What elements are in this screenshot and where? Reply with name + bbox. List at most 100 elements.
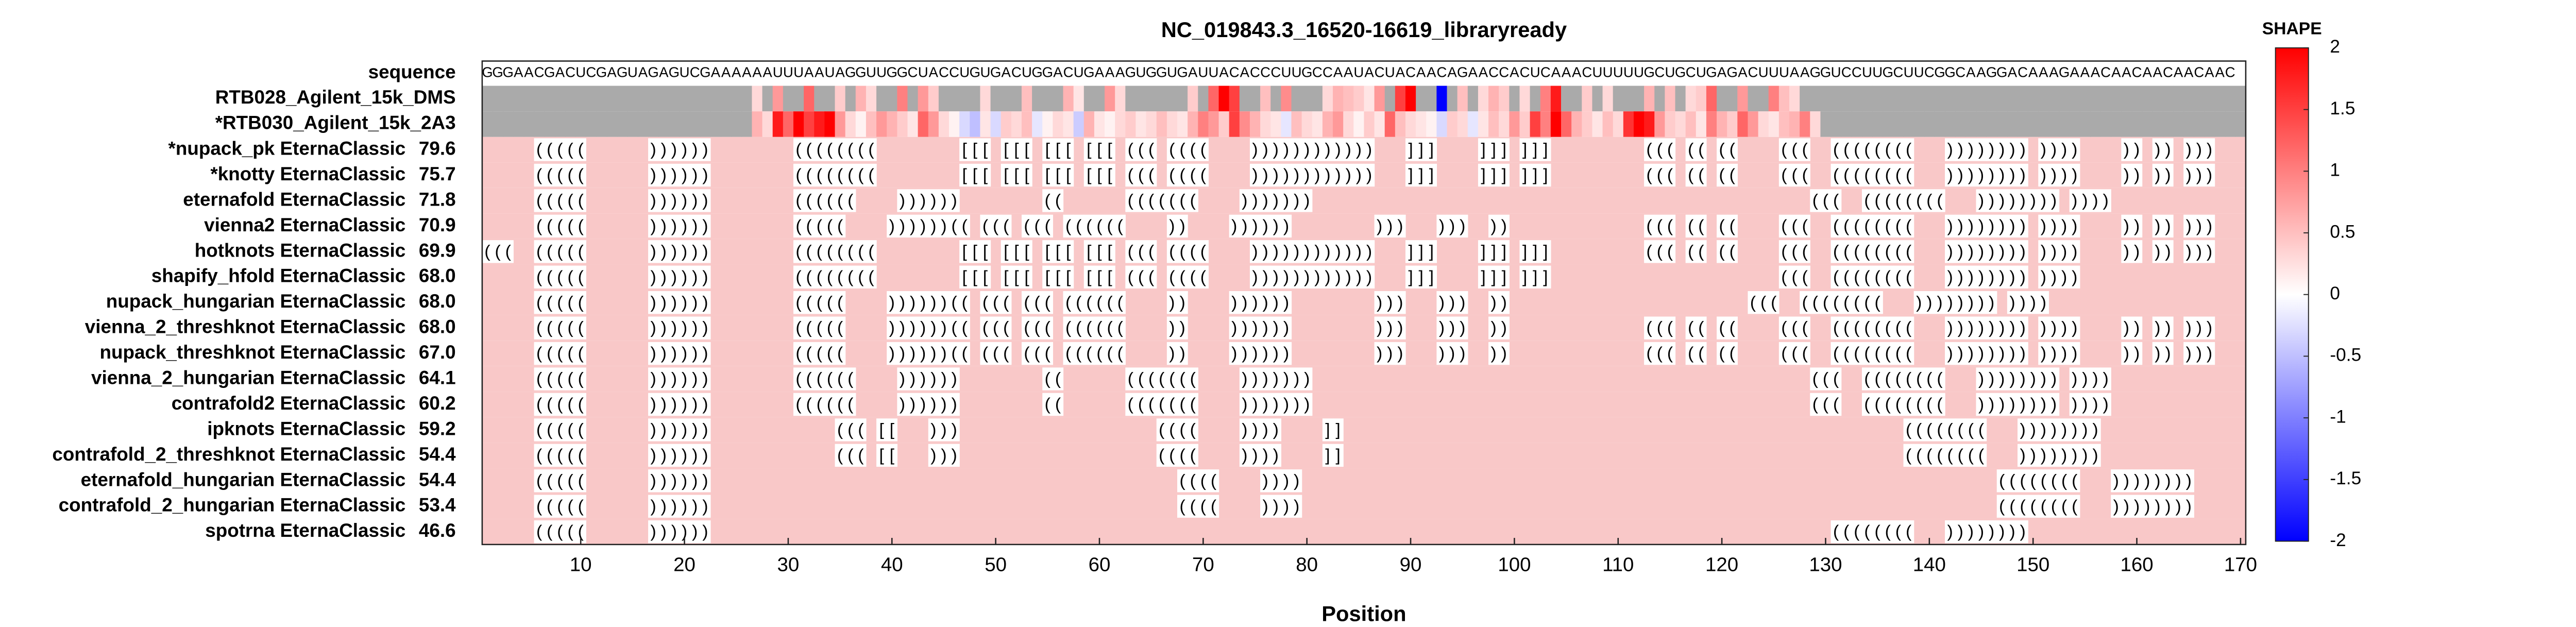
structure-char: . [723,471,728,490]
structure-char: . [1917,471,1921,490]
structure-char: . [1429,471,1434,490]
structure-char: . [495,497,500,516]
structure-char: . [1460,446,1465,465]
structure-char: . [1678,216,1683,235]
structure-char: . [1056,471,1060,490]
structure-char: . [2238,318,2243,337]
structure-char: . [2145,140,2149,159]
structure-char: [ [890,446,895,465]
structure-char: ) [930,191,936,210]
structure-char: . [713,522,718,541]
structure-char: . [1211,191,1216,210]
structure-char: . [2155,395,2160,414]
structure-char: ) [1958,165,1963,184]
nucleotide: G [1944,64,1955,80]
structure-char: . [609,446,614,465]
no-data-cell [1758,86,1769,112]
structure-char: . [516,369,521,388]
paired-cell [1105,138,1115,161]
structure-char: . [765,140,770,159]
structure-char: ) [702,395,708,414]
structure-char: . [1761,165,1766,184]
structure-char: . [1699,471,1703,490]
structure-char: ( [806,242,812,261]
structure-char: ( [1096,216,1102,235]
structure-char: . [2176,140,2180,159]
heatmap-cell [783,111,794,137]
structure-char: . [765,191,770,210]
structure-char: . [1553,267,1558,286]
structure-char: . [723,242,728,261]
structure-char: ( [1885,344,1891,363]
heatmap-cell [959,111,971,137]
structure-char: ( [1843,522,1849,541]
structure-char: . [485,369,489,388]
structure-char: . [1616,471,1620,490]
structure-char: . [609,191,614,210]
no-data-cell [2028,111,2039,137]
structure-char: [ [983,267,988,286]
structure-char: ) [661,165,667,184]
no-data-cell [575,86,587,112]
paired-cell [1717,163,1727,187]
structure-char: . [1699,191,1703,210]
structure-char: . [910,140,915,159]
structure-char: ) [1346,140,1351,159]
structure-char: ) [661,369,667,388]
structure-char: ) [1978,242,1984,261]
colorbar-tick-label: 0.5 [2330,222,2355,242]
structure-char: ( [1833,318,1839,337]
structure-char: ( [817,267,822,286]
structure-char: . [755,344,759,363]
structure-char: ( [817,242,822,261]
x-tick-label: 40 [881,554,903,576]
structure-char: . [765,216,770,235]
structure-char: ) [692,318,698,337]
nucleotide: A [742,64,752,80]
model-name: *knotty EternaClassic [210,163,405,184]
structure-char: ) [2082,420,2088,439]
structure-char: ) [1283,293,1289,312]
nucleotide: C [1011,64,1022,80]
nucleotide: U [1623,64,1634,80]
no-data-cell [2121,86,2132,112]
structure-char: . [2311,522,2315,541]
structure-char: ) [1263,420,1268,439]
structure-char: . [2103,165,2108,184]
structure-char: . [983,471,988,490]
structure-char: ) [1273,191,1279,210]
structure-char: . [1605,267,1610,286]
structure-char: . [495,216,500,235]
paired-cell [669,138,680,161]
structure-char: ) [1283,242,1289,261]
no-data-cell [2007,111,2018,137]
structure-char: . [1740,293,1745,312]
structure-char: ) [682,395,687,414]
paired-cell [1136,163,1147,187]
structure-char: ( [1791,318,1797,337]
structure-char: ) [2061,242,2067,261]
structure-char: ) [661,140,667,159]
no-data-cell [1872,86,1884,112]
paired-cell [1364,163,1375,187]
structure-char: . [1045,497,1050,516]
structure-char: . [1024,522,1029,541]
structure-char: ) [1283,318,1289,337]
structure-char: . [1668,369,1672,388]
structure-char: ) [692,522,698,541]
structure-char: . [713,165,718,184]
structure-char: . [1688,191,1693,210]
structure-char: . [775,395,780,414]
structure-char: ( [795,191,801,210]
structure-char: ) [692,191,698,210]
structure-char: . [1335,395,1340,414]
structure-char: . [1605,140,1610,159]
nucleotide: A [638,64,648,80]
structure-char: . [1585,191,1589,210]
structure-char: . [1315,471,1319,490]
no-data-cell [1872,111,1884,137]
structure-char: ) [2061,344,2067,363]
structure-char: [ [1024,140,1029,159]
structure-char: . [1325,395,1330,414]
structure-char: ( [817,395,822,414]
